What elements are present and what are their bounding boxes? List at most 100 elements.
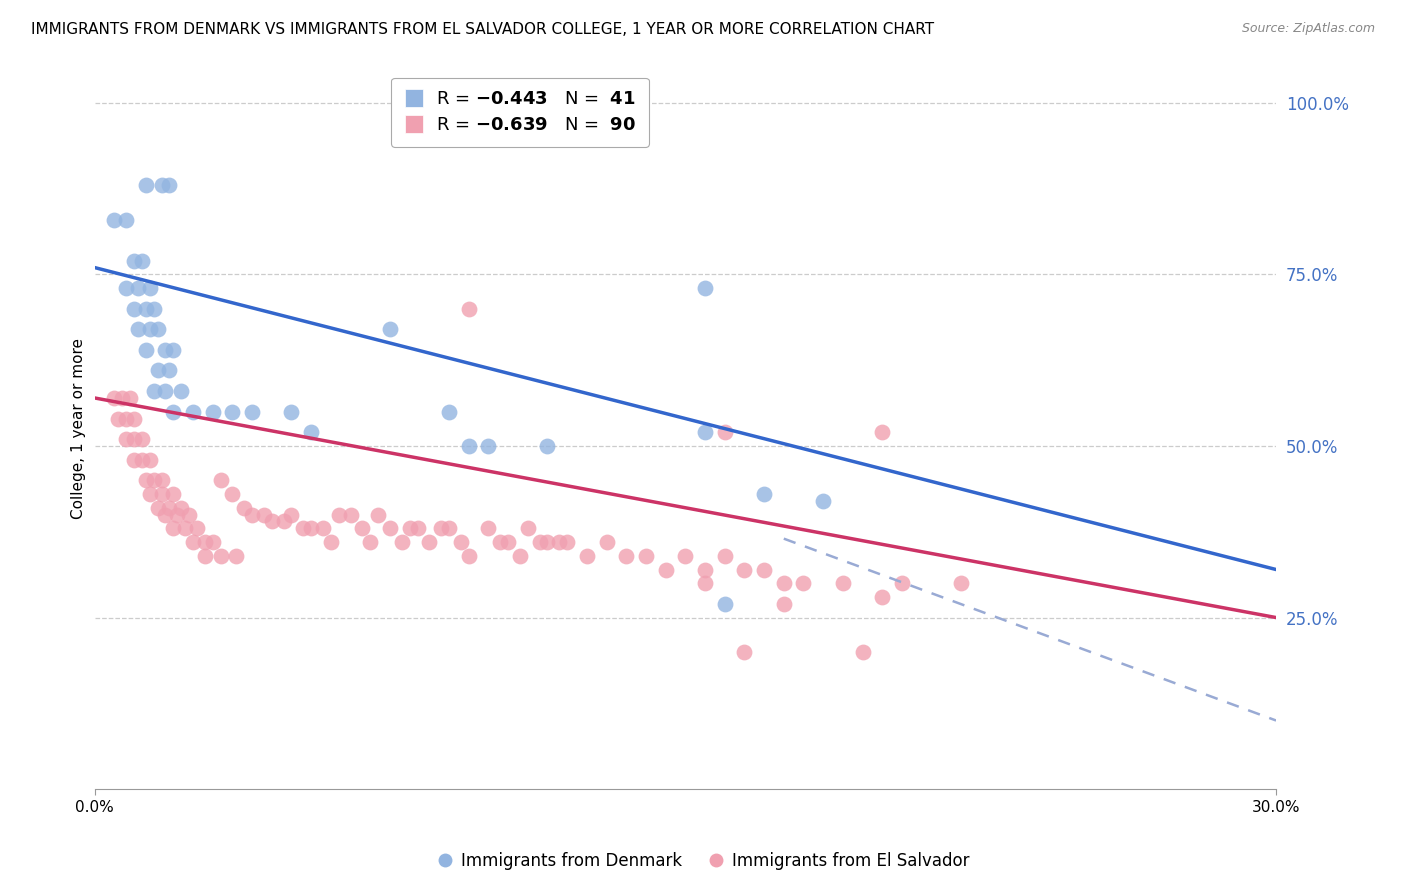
- Point: [162, 487, 184, 501]
- Point: [634, 549, 657, 563]
- Point: [162, 343, 184, 357]
- Point: [138, 281, 160, 295]
- Point: [529, 535, 551, 549]
- Point: [654, 562, 676, 576]
- Point: [280, 405, 302, 419]
- Point: [496, 535, 519, 549]
- Point: [115, 212, 138, 227]
- Point: [398, 521, 420, 535]
- Point: [146, 322, 169, 336]
- Point: [131, 432, 153, 446]
- Point: [890, 576, 912, 591]
- Point: [792, 576, 814, 591]
- Point: [142, 384, 165, 398]
- Point: [359, 535, 381, 549]
- Point: [352, 521, 374, 535]
- Point: [430, 521, 453, 535]
- Text: IMMIGRANTS FROM DENMARK VS IMMIGRANTS FROM EL SALVADOR COLLEGE, 1 YEAR OR MORE C: IMMIGRANTS FROM DENMARK VS IMMIGRANTS FR…: [31, 22, 934, 37]
- Point: [138, 322, 160, 336]
- Point: [157, 500, 180, 515]
- Point: [457, 439, 479, 453]
- Point: [693, 281, 716, 295]
- Point: [115, 411, 138, 425]
- Point: [131, 452, 153, 467]
- Point: [157, 178, 180, 193]
- Point: [240, 405, 263, 419]
- Point: [111, 391, 134, 405]
- Point: [870, 590, 893, 604]
- Point: [135, 301, 157, 316]
- Point: [378, 521, 401, 535]
- Point: [186, 521, 208, 535]
- Point: [127, 281, 149, 295]
- Point: [122, 452, 145, 467]
- Point: [181, 405, 204, 419]
- Point: [138, 487, 160, 501]
- Point: [713, 597, 735, 611]
- Point: [450, 535, 472, 549]
- Point: [299, 425, 322, 440]
- Point: [752, 562, 775, 576]
- Point: [201, 535, 224, 549]
- Point: [437, 521, 460, 535]
- Point: [240, 508, 263, 522]
- Point: [194, 535, 217, 549]
- Point: [221, 487, 243, 501]
- Point: [155, 384, 177, 398]
- Point: [299, 521, 322, 535]
- Point: [157, 363, 180, 377]
- Point: [233, 500, 256, 515]
- Point: [693, 576, 716, 591]
- Point: [693, 562, 716, 576]
- Point: [115, 432, 138, 446]
- Point: [811, 494, 834, 508]
- Point: [146, 500, 169, 515]
- Point: [457, 301, 479, 316]
- Point: [733, 645, 755, 659]
- Point: [312, 521, 335, 535]
- Point: [319, 535, 342, 549]
- Point: [209, 549, 232, 563]
- Point: [339, 508, 361, 522]
- Point: [870, 425, 893, 440]
- Point: [209, 473, 232, 487]
- Point: [150, 487, 173, 501]
- Point: [118, 391, 141, 405]
- Point: [595, 535, 617, 549]
- Point: [273, 515, 295, 529]
- Point: [693, 425, 716, 440]
- Point: [135, 343, 157, 357]
- Point: [516, 521, 538, 535]
- Point: [201, 405, 224, 419]
- Point: [280, 508, 302, 522]
- Point: [181, 535, 204, 549]
- Point: [127, 322, 149, 336]
- Point: [851, 645, 873, 659]
- Point: [292, 521, 315, 535]
- Point: [150, 178, 173, 193]
- Text: Source: ZipAtlas.com: Source: ZipAtlas.com: [1241, 22, 1375, 36]
- Point: [135, 178, 157, 193]
- Point: [170, 500, 193, 515]
- Point: [328, 508, 350, 522]
- Legend: R = $\mathbf{-0.443}$   N =  $\mathbf{41}$, R = $\mathbf{-0.639}$   N =  $\mathb: R = $\mathbf{-0.443}$ N = $\mathbf{41}$,…: [391, 78, 648, 147]
- Point: [122, 301, 145, 316]
- Point: [177, 508, 200, 522]
- Point: [555, 535, 578, 549]
- Point: [122, 253, 145, 268]
- Point: [457, 549, 479, 563]
- Point: [135, 473, 157, 487]
- Point: [477, 521, 499, 535]
- Point: [831, 576, 853, 591]
- Point: [772, 576, 794, 591]
- Point: [253, 508, 276, 522]
- Legend: Immigrants from Denmark, Immigrants from El Salvador: Immigrants from Denmark, Immigrants from…: [429, 846, 977, 877]
- Point: [509, 549, 531, 563]
- Point: [103, 212, 125, 227]
- Point: [221, 405, 243, 419]
- Point: [103, 391, 125, 405]
- Point: [418, 535, 440, 549]
- Point: [162, 405, 184, 419]
- Point: [406, 521, 429, 535]
- Point: [115, 281, 138, 295]
